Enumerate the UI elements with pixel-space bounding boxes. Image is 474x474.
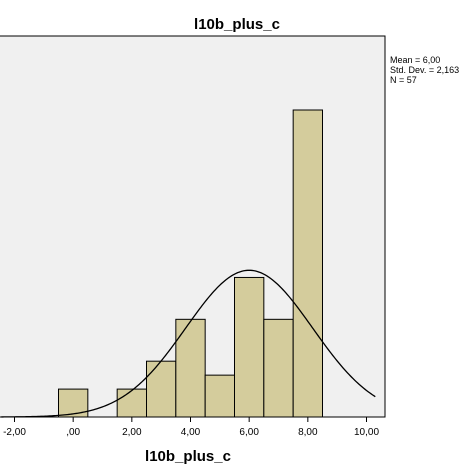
chart-title: l10b_plus_c [194, 16, 280, 33]
histogram-bar [146, 360, 177, 418]
histogram-bar [263, 318, 294, 418]
x-tick-label: 6,00 [239, 427, 259, 438]
x-axis-ticks: -2,00 ,00 2,00 4,00 6,00 8,00 10,00 [3, 417, 379, 438]
stats-box: Mean = 6,00 Std. Dev. = 2,163 N = 57 [390, 55, 459, 85]
x-tick-label: -2,00 [3, 427, 26, 438]
histogram-bar [116, 388, 147, 418]
x-tick-label: ,00 [66, 427, 80, 438]
stats-mean: Mean = 6,00 [390, 55, 440, 65]
x-tick-label: 2,00 [122, 427, 142, 438]
histogram-bar [175, 318, 206, 418]
histogram-bar [292, 109, 323, 418]
x-tick-label: 4,00 [181, 427, 201, 438]
stats-std-dev: Std. Dev. = 2,163 [390, 65, 459, 75]
normal-curve [1, 269, 376, 418]
histogram-bar [204, 374, 236, 418]
stats-n: N = 57 [390, 75, 417, 85]
x-tick-label: 10,00 [354, 427, 379, 438]
x-axis-label: l10b_plus_c [145, 448, 231, 465]
x-tick-label: 8,00 [298, 427, 318, 438]
histogram-bars [58, 109, 323, 418]
histogram-bar [234, 276, 265, 418]
